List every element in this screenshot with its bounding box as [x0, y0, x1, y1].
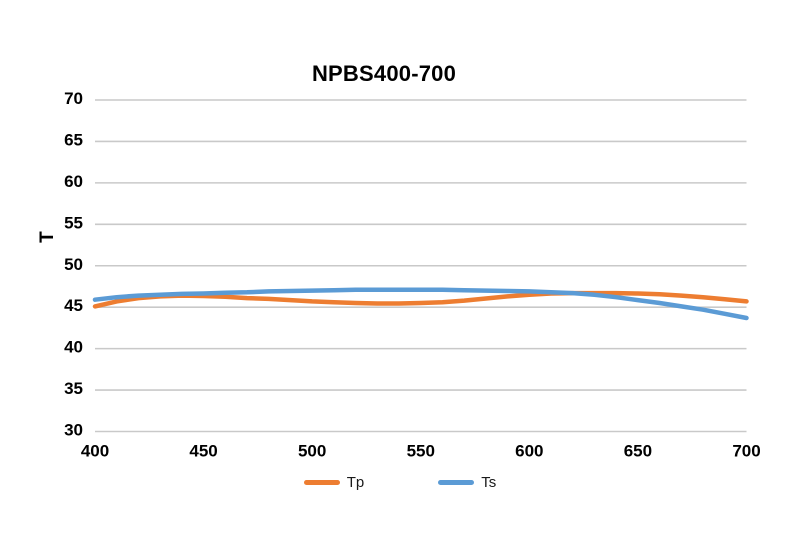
tp-legend-label: Tp — [346, 473, 365, 491]
x-tick-label: 450 — [189, 442, 217, 461]
legend: Tp Ts — [0, 470, 800, 494]
x-tick-label: 550 — [407, 442, 435, 461]
x-tick-labels: 400 450 500 550 600 650 700 — [81, 442, 761, 461]
legend-item-tp: Tp — [303, 473, 365, 491]
x-tick-label: 700 — [732, 442, 760, 461]
y-tick-label: 55 — [64, 213, 83, 232]
ts-legend-label: Ts — [481, 473, 497, 491]
y-tick-label: 35 — [64, 379, 83, 398]
y-tick-labels: 30 35 40 45 50 55 60 65 70 — [64, 89, 83, 440]
tp-line-swatch — [303, 479, 340, 485]
gridlines — [95, 99, 747, 433]
series-line-tp — [92, 290, 749, 309]
ts-line-swatch — [438, 479, 475, 485]
y-tick-label: 45 — [64, 296, 83, 315]
series-line-ts — [92, 287, 749, 321]
x-tick-label: 650 — [624, 442, 652, 461]
y-tick-label: 70 — [64, 89, 83, 108]
x-tick-label: 500 — [298, 442, 326, 461]
y-tick-label: 40 — [64, 338, 83, 357]
x-tick-label: 400 — [81, 442, 109, 461]
y-tick-label: 60 — [64, 172, 83, 191]
chart-title: NPBS400-700 — [311, 61, 457, 86]
series-lines — [92, 287, 749, 321]
y-tick-label: 50 — [64, 255, 83, 274]
x-tick-label: 600 — [515, 442, 543, 461]
y-tick-label: 65 — [64, 130, 83, 149]
y-tick-label: 30 — [64, 421, 83, 440]
legend-item-ts: Ts — [438, 474, 496, 491]
